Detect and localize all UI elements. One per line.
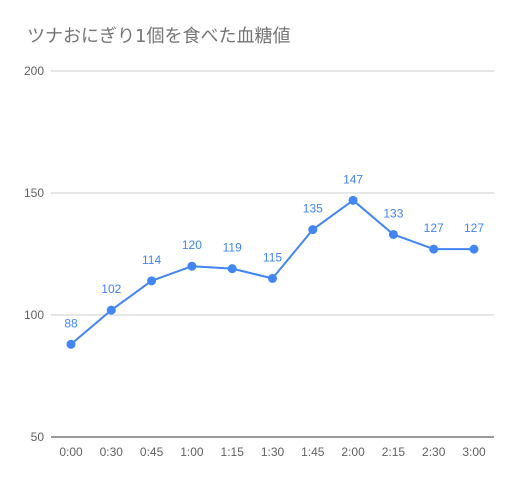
x-tick-label: 2:00 xyxy=(341,445,365,459)
x-tick-label: 1:30 xyxy=(261,445,285,459)
y-tick-label: 100 xyxy=(24,308,44,322)
x-tick-label: 1:00 xyxy=(180,445,204,459)
data-label: 119 xyxy=(223,241,242,255)
x-tick-label: 1:15 xyxy=(221,445,245,459)
data-label: 88 xyxy=(64,316,78,330)
x-tick-label: 1:45 xyxy=(301,445,325,459)
data-point xyxy=(388,229,398,239)
data-point xyxy=(187,261,197,271)
y-tick-label: 50 xyxy=(31,430,45,444)
data-label: 127 xyxy=(464,221,484,235)
data-point xyxy=(106,305,116,315)
data-point xyxy=(227,264,237,274)
data-point xyxy=(268,273,277,283)
chart-title: ツナおにぎり1個を食べた血糖値 xyxy=(27,26,291,47)
data-label: 120 xyxy=(182,238,202,252)
data-label: 115 xyxy=(263,250,282,264)
data-label: 135 xyxy=(303,202,323,216)
data-point xyxy=(147,276,157,286)
series-line xyxy=(70,199,474,346)
x-tick-label: 2:15 xyxy=(382,445,406,459)
data-label: 114 xyxy=(142,253,161,267)
x-tick-label: 0:30 xyxy=(100,445,124,459)
data-label: 127 xyxy=(424,221,444,235)
x-tick-label: 3:00 xyxy=(462,445,486,459)
data-point xyxy=(348,195,358,205)
data-point xyxy=(469,244,479,254)
y-tick-label: 200 xyxy=(24,64,44,78)
data-point xyxy=(308,225,318,235)
data-label: 147 xyxy=(343,172,363,186)
data-point xyxy=(66,339,76,349)
data-label: 102 xyxy=(101,282,121,296)
x-tick-label: 0:45 xyxy=(140,445,164,459)
data-point xyxy=(429,244,439,254)
data-label: 133 xyxy=(383,206,403,220)
y-tick-label: 150 xyxy=(24,186,44,200)
x-tick-label: 0:00 xyxy=(59,445,83,459)
x-tick-label: 2:30 xyxy=(422,445,446,459)
